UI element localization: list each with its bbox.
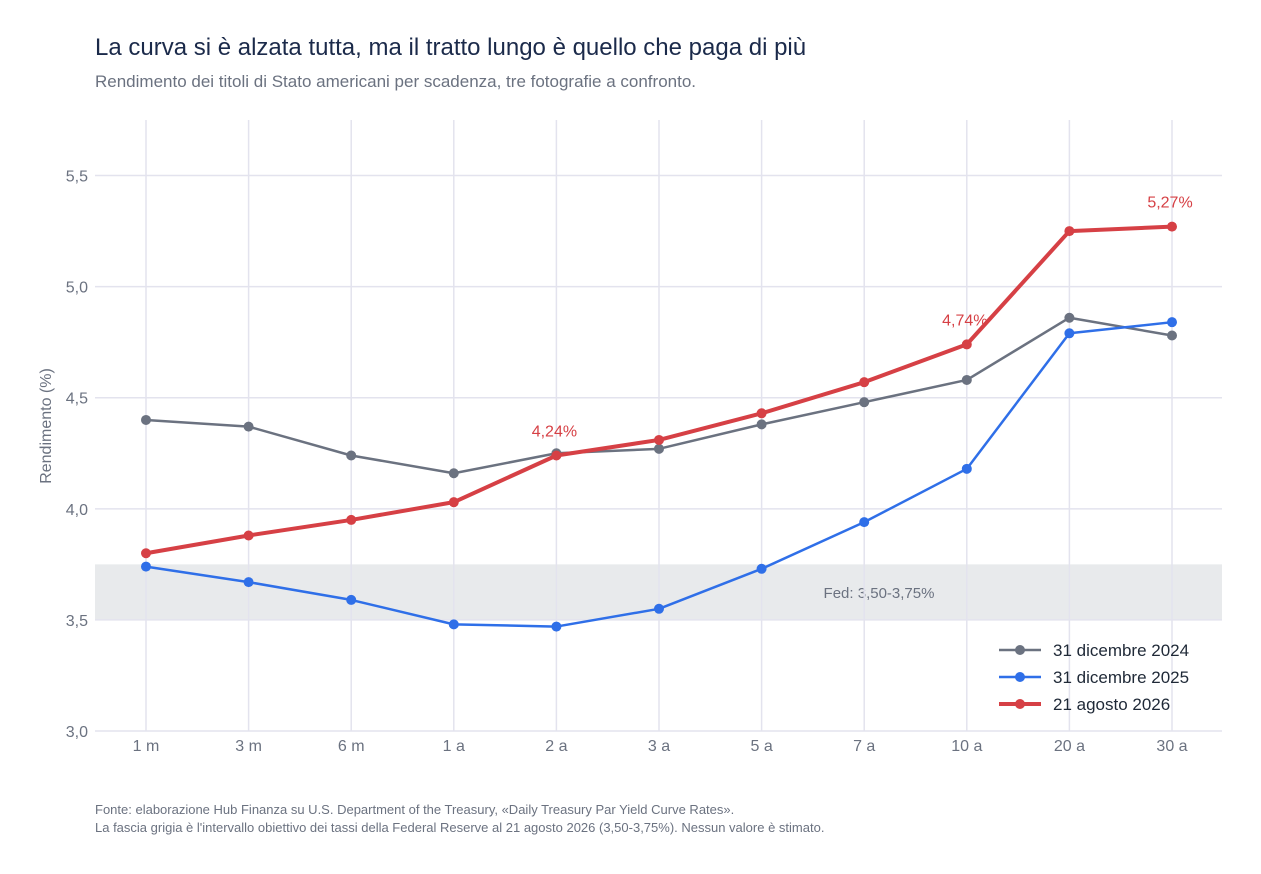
x-tick-label: 7 a	[853, 738, 875, 755]
data-point	[961, 339, 972, 350]
series-layer	[141, 221, 1177, 632]
data-point	[448, 468, 459, 479]
x-tick-label: 20 a	[1054, 738, 1085, 755]
annotation-layer: 4,24% 4,74% 5,27%	[532, 195, 1193, 441]
x-tick-label: 30 a	[1156, 738, 1187, 755]
y-tick-label: 3,0	[66, 724, 88, 741]
data-point	[1064, 328, 1075, 339]
data-point	[1064, 312, 1075, 323]
data-point	[654, 434, 664, 445]
data-point	[448, 497, 459, 508]
data-point	[961, 463, 972, 474]
x-tick-label: 3 a	[648, 738, 670, 755]
data-point	[756, 419, 767, 430]
y-axis-label: Rendimento (%)	[38, 368, 55, 484]
source-note: Fonte: elaborazione Hub Finanza su U.S. …	[95, 802, 735, 817]
data-point	[859, 397, 870, 408]
y-tick-label: 5,5	[66, 169, 88, 186]
data-point	[243, 421, 254, 432]
data-point	[346, 514, 357, 525]
data-point	[551, 621, 562, 632]
data-point	[141, 414, 151, 425]
data-point	[859, 517, 870, 528]
data-point	[243, 577, 254, 588]
data-point	[243, 530, 254, 541]
legend-label: 31 dicembre 2024	[1053, 641, 1189, 660]
y-tick-label: 4,0	[66, 502, 88, 519]
y-tick-label: 4,5	[66, 391, 88, 408]
data-point	[346, 594, 357, 605]
legend-label: 21 agosto 2026	[1053, 695, 1170, 714]
data-point	[654, 603, 664, 614]
data-point	[1167, 317, 1177, 328]
data-label: 4,74%	[942, 312, 987, 329]
data-point	[551, 450, 562, 461]
x-tick-label: 3 m	[235, 738, 262, 755]
data-point	[1167, 330, 1177, 341]
chart-subtitle: Rendimento dei titoli di Stato americani…	[95, 72, 697, 91]
data-point	[961, 374, 972, 385]
data-point	[141, 548, 151, 559]
grid-layer	[95, 120, 1222, 732]
legend: 31 dicembre 2024 31 dicembre 2025 21 agost…	[999, 641, 1189, 714]
x-tick-label: 5 a	[750, 738, 772, 755]
axes-layer: 1 m 3 m 6 m 1 a 2 a 3 a 5 a 7 a 10 a 20 a 30 a 3,0 3…	[38, 169, 1188, 755]
legend-marker	[1015, 672, 1025, 682]
legend-marker	[1015, 699, 1025, 709]
x-tick-label: 2 a	[545, 738, 567, 755]
chart-title: La curva si è alzata tutta, ma il tratto…	[95, 34, 807, 61]
fed-band-label: Fed: 3,50-3,75%	[824, 585, 935, 602]
data-point	[756, 408, 767, 419]
data-point	[1167, 221, 1177, 232]
band-note: La fascia grigia è l'intervallo obiettiv…	[95, 820, 825, 835]
data-point	[141, 561, 151, 572]
data-point	[1064, 226, 1075, 237]
x-tick-label: 10 a	[951, 738, 982, 755]
y-tick-label: 5,0	[66, 280, 88, 297]
y-tick-label: 3,5	[66, 613, 88, 630]
data-point	[448, 619, 459, 630]
x-tick-label: 1 a	[443, 738, 465, 755]
data-point	[756, 563, 767, 574]
data-label: 4,24%	[532, 423, 577, 440]
data-point	[346, 450, 357, 461]
x-tick-label: 6 m	[338, 738, 365, 755]
x-tick-label: 1 m	[133, 738, 160, 755]
data-point	[654, 443, 664, 454]
legend-marker	[1015, 645, 1025, 655]
data-label: 5,27%	[1147, 195, 1192, 212]
legend-label: 31 dicembre 2025	[1053, 668, 1189, 687]
data-point	[859, 377, 870, 388]
